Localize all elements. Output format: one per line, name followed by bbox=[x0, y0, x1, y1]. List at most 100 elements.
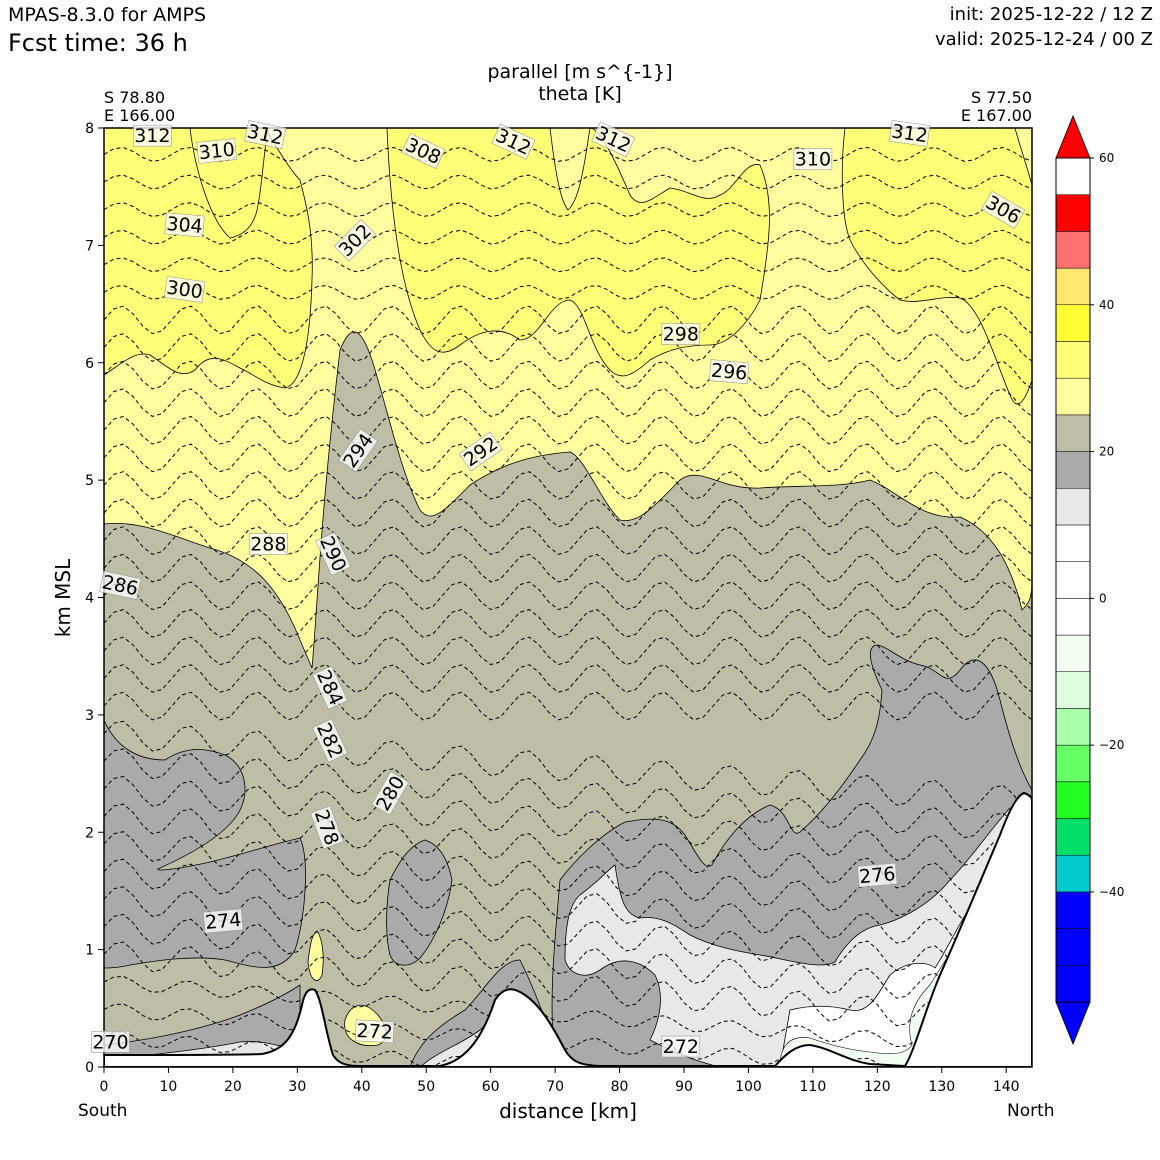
south-label: South bbox=[78, 1101, 128, 1121]
colorbar-segment bbox=[1055, 708, 1091, 746]
terrain bbox=[104, 791, 1032, 1067]
x-tick-label: 130 bbox=[928, 1079, 955, 1095]
theta-label: 298 bbox=[661, 323, 701, 346]
theta-label-box bbox=[312, 665, 348, 710]
colorbar: 60 40 20 0 −20 −40 bbox=[1055, 114, 1124, 1046]
colorbar-segment bbox=[1055, 194, 1091, 232]
theta-label-text: 298 bbox=[663, 324, 699, 346]
colorbar-extend-low bbox=[1055, 1001, 1091, 1046]
plot-title-wind: parallel [m s^{-1}] bbox=[487, 61, 673, 83]
north-label: North bbox=[1007, 1101, 1055, 1121]
colorbar-segment bbox=[1055, 818, 1091, 856]
isentrope-line bbox=[104, 174, 1032, 190]
theta-label-text: 272 bbox=[663, 1036, 699, 1058]
left-end-lon: E 166.00 bbox=[104, 106, 176, 125]
colorbar-segment bbox=[1055, 377, 1091, 416]
x-tick-label: 50 bbox=[417, 1079, 435, 1095]
colorbar-segment bbox=[1055, 598, 1091, 636]
valid-time: valid: 2025-12-24 / 00 Z bbox=[935, 29, 1153, 50]
x-tick-label: 100 bbox=[735, 1079, 762, 1095]
isentrope-line bbox=[104, 146, 1032, 162]
theta-label-box bbox=[354, 1019, 395, 1044]
theta-label-box bbox=[981, 190, 1026, 229]
colorbar-frame bbox=[1055, 157, 1091, 1003]
theta-label: 270 bbox=[91, 1031, 130, 1053]
theta-label-box bbox=[133, 124, 172, 147]
x-tick-label: 60 bbox=[482, 1079, 500, 1095]
theta-label-box bbox=[458, 431, 503, 472]
theta-label: 312 bbox=[889, 119, 931, 147]
isentrope-line bbox=[104, 257, 1032, 273]
theta-label-box bbox=[249, 533, 288, 555]
colorbar-segment bbox=[1055, 744, 1091, 783]
theta-label: 304 bbox=[164, 212, 205, 238]
theta-label-box bbox=[793, 148, 833, 170]
theta-label-box bbox=[312, 718, 348, 763]
colorbar-tick-label: 40 bbox=[1099, 298, 1114, 312]
theta-label-box bbox=[857, 862, 898, 888]
right-end-lat: S 77.50 bbox=[970, 88, 1032, 107]
theta-label: 310 bbox=[793, 148, 833, 171]
theta-label-text: 310 bbox=[198, 139, 236, 165]
plot-title-theta: theta [K] bbox=[538, 83, 622, 105]
y-tick-label: 2 bbox=[85, 825, 94, 841]
isentrope-line bbox=[104, 913, 1032, 1009]
theta-label-box bbox=[661, 323, 701, 345]
theta-label-text: 288 bbox=[250, 534, 286, 556]
x-tick-label: 20 bbox=[224, 1079, 242, 1095]
theta-label: 300 bbox=[164, 276, 206, 304]
isentrope-line bbox=[104, 720, 1032, 816]
theta-label-box bbox=[708, 359, 750, 385]
isentrope-line bbox=[104, 581, 1032, 611]
y-tick-label: 4 bbox=[85, 591, 94, 607]
x-tick-label: 70 bbox=[546, 1079, 564, 1095]
isentrope-line bbox=[104, 975, 1032, 1057]
theta-label: 312 bbox=[133, 124, 172, 147]
theta-label-box bbox=[164, 212, 205, 238]
isentrope-line bbox=[104, 415, 1032, 445]
theta-label: 276 bbox=[857, 862, 898, 888]
x-tick-label: 120 bbox=[864, 1079, 891, 1095]
theta-label-text: 276 bbox=[858, 863, 896, 888]
isentrope-line bbox=[104, 498, 1032, 528]
theta-label-box bbox=[99, 570, 142, 600]
isentrope-line bbox=[104, 471, 1032, 500]
theta-label-box bbox=[315, 531, 352, 576]
field-yellow-blob1 bbox=[307, 931, 324, 981]
x-tick-label: 90 bbox=[675, 1079, 693, 1095]
colorbar-extend-high bbox=[1055, 114, 1091, 159]
right-end-coords: S 77.50 E 167.00 bbox=[932, 89, 1032, 125]
theta-label: 272 bbox=[354, 1019, 395, 1044]
isentrope-line bbox=[104, 609, 1032, 638]
y-tick-label: 7 bbox=[85, 238, 94, 254]
colorbar-segment bbox=[1055, 634, 1091, 672]
x-tick-label: 0 bbox=[100, 1079, 109, 1095]
theta-label: 296 bbox=[708, 359, 750, 385]
theta-label-box bbox=[491, 123, 536, 160]
theta-label-box bbox=[244, 119, 287, 150]
y-tick-label: 8 bbox=[85, 121, 94, 137]
theta-label: 272 bbox=[661, 1035, 701, 1058]
theta-label-box bbox=[401, 133, 446, 169]
theta-label-text: 300 bbox=[165, 277, 204, 304]
isentrope-line bbox=[104, 1031, 601, 1067]
theta-label-text: 310 bbox=[795, 149, 831, 171]
colorbar-segment bbox=[1055, 671, 1091, 709]
colorbar-segment bbox=[1055, 451, 1091, 489]
colorbar-segment bbox=[1055, 854, 1091, 893]
theta-label-box bbox=[371, 771, 410, 816]
theta-label-box bbox=[91, 1031, 130, 1053]
colorbar-tick-label: 20 bbox=[1099, 445, 1114, 459]
theta-label-box bbox=[164, 276, 206, 303]
left-end-lat: S 78.80 bbox=[104, 88, 166, 107]
forecast-time: Fcst time: 36 h bbox=[8, 29, 188, 57]
y-tick-label: 5 bbox=[85, 473, 94, 489]
colorbar-tick-label: −40 bbox=[1099, 885, 1124, 899]
y-axis-ticks: 0 1 2 3 4 5 6 7 8 bbox=[85, 121, 104, 1076]
theta-label-box bbox=[203, 908, 244, 934]
isentrope-line bbox=[104, 526, 1032, 555]
y-tick-label: 1 bbox=[85, 943, 94, 959]
isentrope-line bbox=[104, 636, 1032, 666]
theta-label-text: 304 bbox=[166, 213, 204, 238]
